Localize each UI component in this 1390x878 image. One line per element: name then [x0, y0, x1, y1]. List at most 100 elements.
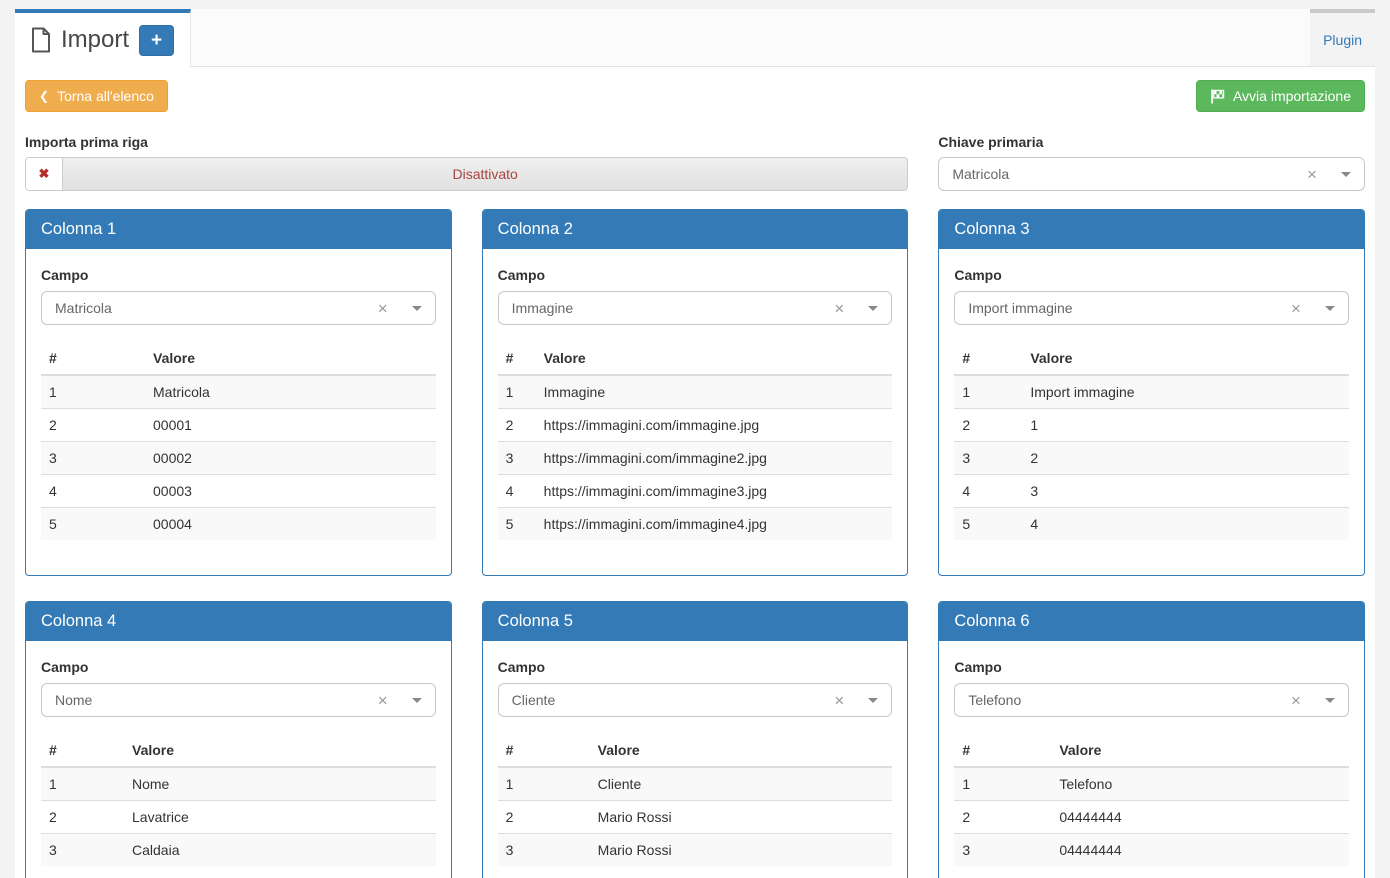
- field-select-value: Immagine: [511, 300, 574, 316]
- table-header-row: # Valore: [954, 342, 1349, 376]
- row-number-cell: 5: [954, 507, 1023, 540]
- chevron-left-icon: ❮: [39, 89, 50, 103]
- column-panel: Colonna 2 Campo Immagine × # Valore 1 Im…: [481, 209, 909, 576]
- table-row: 3 04444444: [954, 833, 1349, 866]
- value-header: Valore: [535, 342, 893, 376]
- row-number-cell: 3: [41, 833, 124, 866]
- field-label: Campo: [954, 267, 1002, 283]
- row-value-cell: Caldaia: [124, 833, 436, 866]
- row-number-cell: 1: [954, 766, 1052, 801]
- clear-icon[interactable]: ×: [834, 298, 845, 318]
- row-number-cell: 3: [954, 833, 1052, 866]
- clear-icon[interactable]: ×: [377, 690, 388, 710]
- field-select-value: Cliente: [511, 692, 556, 708]
- column-panel-body: Campo Matricola × # Valore 1 Matricola 2…: [26, 249, 451, 575]
- primary-key-control: Chiave primaria Matricola ×: [938, 134, 1365, 191]
- table-row: 2 https://immagini.com/immagine.jpg: [497, 408, 893, 442]
- row-value-cell: Import immagine: [1022, 374, 1349, 409]
- clear-icon[interactable]: ×: [1307, 164, 1317, 184]
- field-select[interactable]: Cliente ×: [497, 683, 893, 717]
- row-number-cell: 1: [497, 766, 590, 801]
- first-row-control: Importa prima riga ✖ Disattivato: [25, 134, 909, 191]
- column-panel-title: Colonna 4: [26, 602, 451, 641]
- tab-plugin[interactable]: Plugin: [1310, 9, 1375, 66]
- value-header: Valore: [589, 734, 893, 768]
- chevron-down-icon: [411, 697, 422, 703]
- field-label: Campo: [954, 659, 1002, 675]
- num-header: #: [497, 342, 536, 376]
- primary-key-select[interactable]: Matricola ×: [938, 157, 1365, 191]
- clear-icon[interactable]: ×: [377, 298, 388, 318]
- plugin-link[interactable]: Plugin: [1323, 31, 1362, 48]
- row-number-cell: 2: [41, 800, 124, 834]
- clear-icon[interactable]: ×: [1291, 690, 1301, 710]
- values-body: 1 Matricola 2 00001 3 00002 4 00003 5 00…: [41, 374, 436, 540]
- row-number-cell: 3: [497, 441, 536, 475]
- field-select[interactable]: Import immagine ×: [954, 291, 1349, 325]
- chevron-down-icon: [868, 305, 879, 311]
- row-value-cell: 3: [1022, 474, 1349, 508]
- toggle-off-icon: ✖: [26, 158, 63, 190]
- values-body: 1 Import immagine 2 1 3 2 4 3 5 4: [954, 374, 1349, 540]
- column-panel: Colonna 6 Campo Telefono × # Valore 1 Te…: [938, 601, 1365, 878]
- num-header: #: [954, 342, 1023, 376]
- row-number-cell: 2: [41, 408, 145, 442]
- chevron-down-icon: [868, 697, 879, 703]
- row-value-cell: 00003: [145, 474, 436, 508]
- table-row: 3 00002: [41, 441, 436, 475]
- field-select[interactable]: Telefono ×: [954, 683, 1349, 717]
- clear-icon[interactable]: ×: [1291, 298, 1301, 318]
- table-row: 1 Import immagine: [954, 374, 1349, 409]
- field-select-value: Telefono: [968, 692, 1022, 708]
- field-select[interactable]: Nome ×: [41, 683, 436, 717]
- table-row: 1 Nome: [41, 766, 436, 801]
- row-number-cell: 1: [497, 374, 536, 409]
- row-value-cell: Telefono: [1051, 766, 1349, 801]
- table-row: 3 https://immagini.com/immagine2.jpg: [497, 441, 893, 475]
- row-number-cell: 1: [954, 374, 1023, 409]
- table-row: 2 Mario Rossi: [497, 800, 893, 834]
- panels-grid: Colonna 1 Campo Matricola × # Valore 1 M…: [25, 209, 1365, 878]
- table-row: 1 Matricola: [41, 374, 436, 409]
- column-panel: Colonna 5 Campo Cliente × # Valore 1 Cli…: [481, 601, 909, 878]
- row-value-cell: Mario Rossi: [589, 800, 893, 834]
- tab-import: Import +: [15, 9, 192, 67]
- chevron-down-icon: [1340, 171, 1351, 177]
- row-value-cell: https://immagini.com/immagine3.jpg: [535, 474, 893, 508]
- field-select[interactable]: Immagine ×: [497, 291, 893, 325]
- row-value-cell: 4: [1022, 507, 1349, 540]
- add-import-button[interactable]: +: [139, 24, 175, 56]
- row-value-cell: 04444444: [1051, 833, 1349, 866]
- row-value-cell: 1: [1022, 408, 1349, 442]
- chevron-down-icon: [1324, 697, 1335, 703]
- table-header-row: # Valore: [497, 342, 893, 376]
- column-panel-body: Campo Nome × # Valore 1 Nome 2 Lavatrice…: [26, 641, 451, 878]
- row-value-cell: Nome: [124, 766, 436, 801]
- field-select[interactable]: Matricola ×: [41, 291, 436, 325]
- clear-icon[interactable]: ×: [834, 690, 845, 710]
- tab-bar: Import + Plugin: [15, 0, 1375, 67]
- start-import-button[interactable]: Avvia importazione: [1195, 80, 1365, 112]
- values-table: # Valore 1 Import immagine 2 1 3 2 4 3 5…: [954, 342, 1349, 540]
- row-number-cell: 4: [497, 474, 536, 508]
- field-label: Campo: [41, 267, 89, 283]
- num-header: #: [41, 342, 145, 376]
- values-body: 1 Immagine 2 https://immagini.com/immagi…: [497, 374, 893, 540]
- start-import-label: Avvia importazione: [1232, 88, 1351, 104]
- row-value-cell: 00001: [145, 408, 436, 442]
- field-label: Campo: [497, 659, 546, 675]
- page-title: Import: [61, 26, 130, 53]
- row-value-cell: 2: [1022, 441, 1349, 475]
- table-row: 2 1: [954, 408, 1349, 442]
- value-header: Valore: [1051, 734, 1349, 768]
- row-value-cell: 04444444: [1051, 800, 1349, 834]
- table-row: 5 4: [954, 507, 1349, 540]
- table-row: 4 3: [954, 474, 1349, 508]
- table-row: 4 00003: [41, 474, 436, 508]
- table-header-row: # Valore: [497, 734, 893, 768]
- table-header-row: # Valore: [954, 734, 1349, 768]
- first-row-label: Importa prima riga: [25, 134, 148, 150]
- back-to-list-button[interactable]: ❮ Torna all'elenco: [25, 80, 168, 112]
- column-panel-title: Colonna 2: [482, 210, 908, 249]
- first-row-toggle[interactable]: ✖ Disattivato: [25, 157, 909, 191]
